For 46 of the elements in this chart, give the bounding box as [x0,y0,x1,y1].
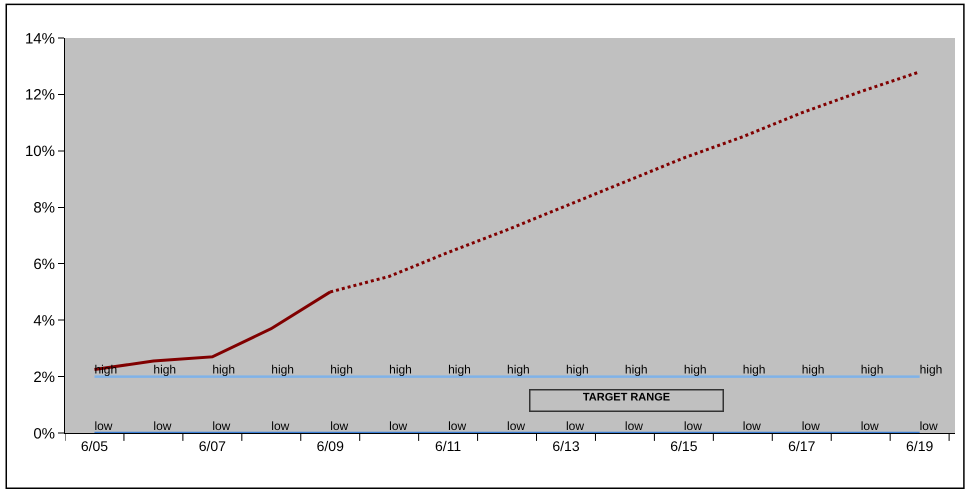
data-label: high [624,362,648,377]
x-tick-label: 6/19 [906,438,934,454]
data-label: low [566,419,584,433]
data-label: high [212,362,236,377]
data-label: high [153,362,176,377]
data-label: high [802,362,824,377]
y-tick-label: 12% [24,86,55,104]
y-tick-label: 6% [33,256,55,273]
data-label: high [742,362,766,377]
data-label: low [153,419,172,433]
data-label: low [860,419,880,433]
data-label: high [389,362,412,377]
data-label: low [330,419,349,433]
data-label: low [920,419,938,433]
y-tick-label: 2% [33,368,55,386]
x-tick-label: 6/05 [80,438,108,454]
y-tick-label: 10% [24,143,55,160]
annotation: TARGET RANGE [582,392,670,404]
data-label: high [860,362,884,377]
data-label: high [507,362,530,377]
data-label: low [742,419,762,433]
x-tick-label: 6/15 [670,438,698,454]
data-label: low [448,419,466,433]
x-tick-label: 6/17 [788,438,816,454]
data-label: high [271,362,294,377]
data-label: low [802,419,820,433]
x-tick-label: 6/11 [435,438,462,454]
y-tick-label: 8% [33,200,55,217]
data-label: low [389,419,408,433]
y-tick-label: 14% [24,30,55,48]
data-label: low [684,419,702,433]
data-label: low [624,419,644,433]
data-label: low [271,419,290,433]
x-tick-label: 6/09 [316,438,344,454]
data-label: low [94,419,113,433]
x-tick-label: 6/13 [552,438,580,454]
x-tick-label: 6/07 [198,438,226,454]
data-label: high [448,362,471,377]
data-label: high [684,362,707,377]
data-label: low [507,419,526,433]
data-label: high [330,362,353,377]
y-tick-label: 0% [33,425,55,442]
data-label: high [920,362,942,377]
data-label: high [566,362,589,377]
y-tick-label: 4% [33,312,55,330]
data-label: low [212,419,231,433]
